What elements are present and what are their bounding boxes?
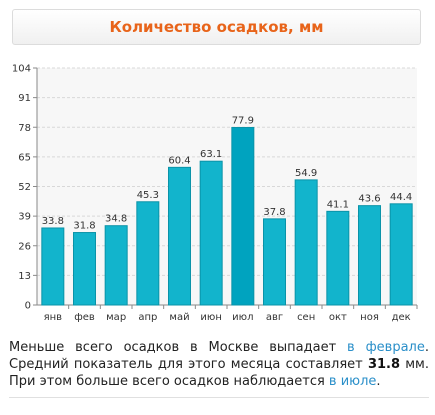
summary-text-part: . Средний показатель для этого месяца со… [9,340,430,372]
data-label: 34.8 [105,214,127,225]
bar [389,203,413,306]
x-tick-label: сен [297,312,315,323]
bar [168,166,191,306]
x-tick-label: фев [74,312,95,323]
x-tick-label: янв [44,312,63,323]
x-tick-label: авг [266,312,283,323]
bar [294,179,318,306]
bar [231,126,255,306]
data-label: 31.8 [73,221,95,232]
y-tick-label: 0 [25,301,31,312]
bar [326,210,350,306]
data-label: 77.9 [232,115,254,126]
x-tick-label: дек [392,312,411,323]
data-label: 60.4 [168,155,190,166]
bar [136,201,160,306]
bar [263,218,286,306]
summary-text-part: мм. При этом больше всего осадков наблюд… [9,357,430,389]
y-tick-label: 91 [18,93,31,104]
data-label: 54.9 [295,168,317,179]
y-tick-label: 78 [18,123,31,134]
chart-header: Количество осадков, мм [12,9,421,45]
divider [9,397,429,398]
x-tick-label: окт [329,312,347,323]
data-label: 45.3 [137,190,159,201]
chart-title: Количество осадков, мм [109,18,324,36]
precipitation-bar-chart: 0 13 26 39 52 65 78 91 104 33.8 янв 31.8 фев 34.8 мар 4… [12,64,418,323]
data-label: 37.8 [263,207,285,218]
min-value: 31.8 [367,357,401,372]
x-tick-label: май [169,312,189,323]
y-tick-label: 52 [18,182,31,193]
bar [41,227,65,306]
summary-text-part: . [376,374,381,389]
x-tick-label: июл [232,312,253,323]
data-label: 44.4 [390,192,412,203]
bar [358,205,381,306]
max-month-link[interactable]: в июле [328,374,377,389]
x-tick-label: июн [200,312,221,323]
min-month-link[interactable]: в феврале [347,340,425,355]
bar [104,225,128,306]
data-label: 63.1 [200,149,222,160]
y-tick-label: 104 [12,64,31,75]
x-tick-label: мар [106,312,126,323]
y-tick-label: 65 [18,152,31,163]
y-tick-label: 26 [18,241,31,252]
data-label: 41.1 [327,199,349,210]
summary-text: Меньше всего осадков в Москве выпадает в… [9,339,429,390]
bar [199,160,223,306]
data-label: 43.6 [358,194,380,205]
x-tick-label: ноя [360,312,379,323]
x-tick-label: апр [138,312,157,323]
bar [73,232,96,306]
y-tick-label: 13 [18,271,31,282]
summary-text-part: Меньше всего осадков в Москве выпадает [9,340,348,355]
y-tick-label: 39 [18,212,31,223]
data-label: 33.8 [42,216,64,227]
